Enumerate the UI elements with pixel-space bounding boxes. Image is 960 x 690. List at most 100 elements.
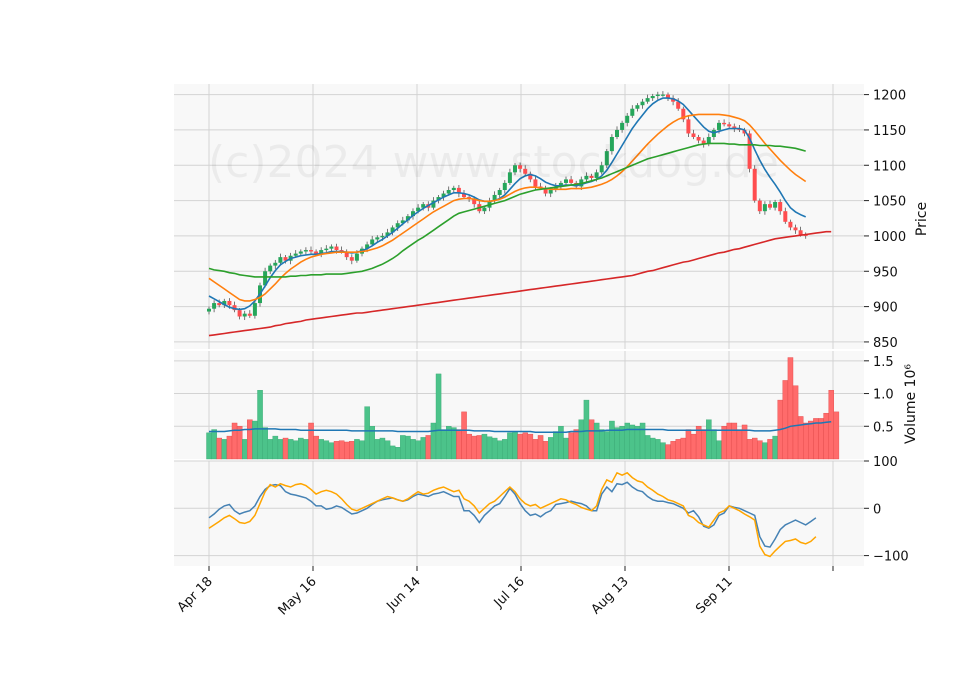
price-candle-down [472, 199, 477, 205]
volume-bar-up [578, 419, 585, 460]
volume-bar-down [680, 437, 687, 460]
price-candle-down [523, 168, 528, 174]
volume-bar-down [568, 432, 574, 460]
volume-bar-down [456, 429, 462, 460]
price-candle-up [584, 175, 589, 180]
price-candle-up [706, 137, 711, 145]
price-candle-down [732, 126, 737, 129]
volume-bar-up [435, 373, 442, 460]
volume-bar-up [364, 406, 370, 460]
volume-bar-up [252, 420, 258, 460]
volume-bar-down [532, 439, 539, 460]
price-candle-down [217, 303, 222, 306]
volume-bar-up [486, 436, 493, 460]
volume-bar-down [726, 422, 733, 460]
volume-bar-down [349, 441, 355, 460]
volume-bar-up [446, 426, 452, 460]
volume-bar-up [318, 439, 325, 460]
volume-bar-up [379, 437, 386, 460]
volume-bar-up [277, 439, 284, 460]
volume-bar-up [619, 426, 625, 460]
volume-bar-down [542, 441, 549, 460]
price-y-tick-label: 1100 [873, 159, 906, 174]
volume-bar-down [792, 385, 799, 460]
price-candle-down [788, 221, 793, 228]
price-candle-down [686, 119, 691, 134]
volume-bar-up [655, 439, 661, 460]
price-candle-up [446, 190, 451, 194]
price-candle-down [681, 108, 686, 120]
volume-bar-up [650, 437, 656, 460]
price-candle-up [298, 251, 303, 254]
volume-bar-up [303, 439, 309, 460]
volume-bar-down [466, 433, 472, 460]
price-candle-down [227, 300, 232, 306]
price-candle-up [380, 235, 385, 238]
price-candle-up [773, 202, 778, 208]
price-candle-up [273, 262, 278, 266]
price-candle-down [798, 230, 803, 235]
volume-bar-down [476, 435, 483, 460]
price-candle-down [462, 193, 466, 198]
volume-bar-up [267, 439, 274, 460]
oscillator-panel-background [174, 461, 864, 566]
price-candle-up [492, 194, 497, 201]
price-candle-up [497, 190, 502, 195]
volume-bar-up [512, 431, 518, 460]
volume-bar-down [787, 357, 794, 460]
price-candle-up [385, 232, 390, 236]
price-y-tick-label: 900 [873, 301, 898, 316]
volume-bar-down [695, 426, 702, 460]
price-candle-down [456, 187, 461, 194]
price-candle-up [390, 227, 395, 233]
price-y-tick-label: 1150 [873, 124, 906, 139]
price-candle-up [293, 253, 298, 256]
price-candle-up [242, 313, 247, 317]
volume-bar-down [231, 422, 238, 460]
volume-bar-up [614, 427, 620, 460]
volume-bar-up [553, 431, 559, 460]
price-candle-down [727, 124, 732, 127]
volume-bar-down [308, 422, 314, 460]
volume-bar-down [461, 411, 467, 460]
volume-bar-down [471, 435, 478, 460]
price-candle-down [793, 227, 798, 231]
volume-bar-down [517, 433, 523, 460]
price-candle-down [283, 257, 288, 261]
volume-bar-down [818, 418, 824, 460]
price-candle-down [742, 129, 747, 134]
volume-axis-title: Volume 10⁶ [903, 364, 919, 444]
price-candle-up [411, 211, 415, 217]
volume-bar-up [420, 437, 427, 460]
price-candle-up [604, 151, 609, 166]
price-candle-up [263, 271, 268, 286]
volume-bar-down [813, 418, 819, 460]
price-candle-up [660, 94, 665, 96]
volume-bar-up [711, 429, 717, 460]
price-candle-up [441, 193, 446, 198]
price-candle-down [543, 187, 548, 194]
price-moving-average-1 [208, 97, 807, 311]
price-candle-up [599, 165, 604, 173]
volume-bar-up [502, 439, 508, 460]
price-candle-down [696, 137, 701, 141]
volume-bar-up [660, 442, 666, 460]
volume-bar-down [282, 437, 289, 460]
price-candle-up [630, 108, 635, 116]
volume-bar-up [359, 440, 365, 460]
price-candle-up [319, 250, 324, 254]
price-candle-down [533, 179, 538, 187]
price-candle-down [666, 94, 670, 99]
price-candle-up [354, 253, 359, 261]
oscillator-y-tick-label: 0 [873, 502, 881, 517]
volume-bar-down [690, 433, 697, 460]
volume-bar-down [797, 416, 804, 460]
volume-bar-down [767, 439, 773, 460]
volume-bar-up [211, 429, 217, 460]
volume-bar-up [354, 439, 360, 460]
price-candle-down [671, 98, 676, 102]
price-candle-up [558, 182, 563, 187]
price-candle-down [768, 204, 772, 208]
volume-bar-down [736, 429, 743, 460]
